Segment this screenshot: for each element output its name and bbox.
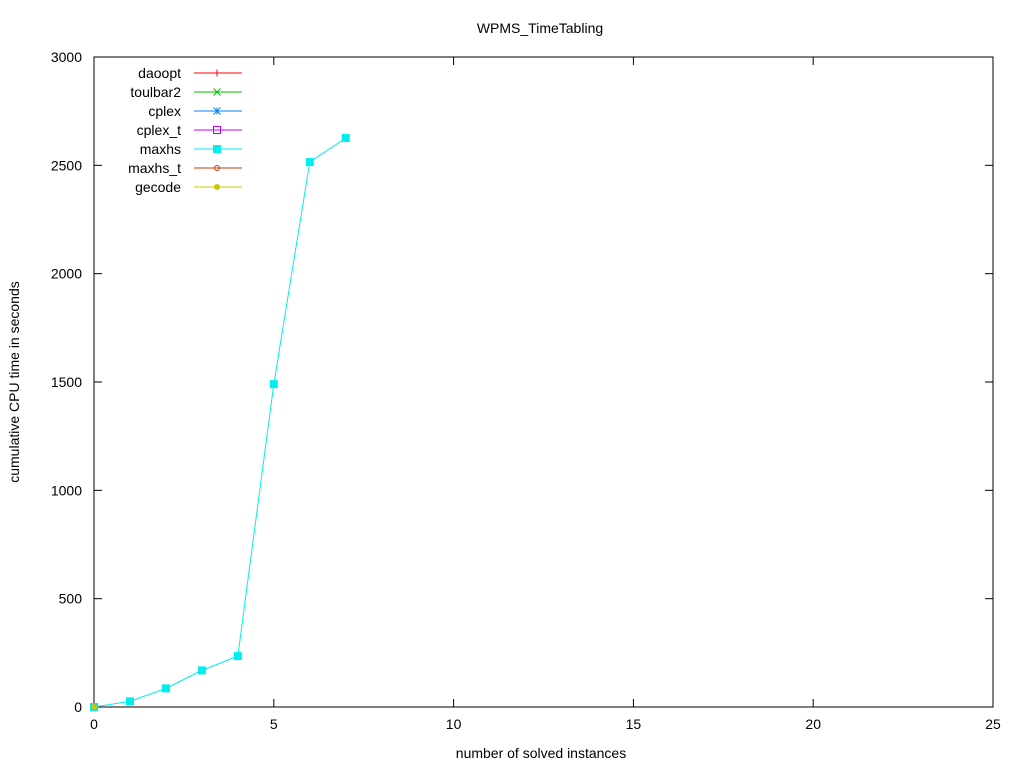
x-tick-label: 15	[626, 716, 642, 732]
chart-title: WPMS_TimeTabling	[477, 20, 603, 36]
legend-label-cplex_t: cplex_t	[137, 122, 181, 138]
legend-label-cplex: cplex	[148, 103, 181, 119]
y-axis-label: cumulative CPU time in seconds	[6, 281, 22, 483]
legend-marker-maxhs_t	[214, 165, 220, 171]
x-tick-label: 20	[805, 716, 821, 732]
y-tick-label: 500	[59, 591, 83, 607]
data-point-maxhs	[233, 652, 242, 661]
legend-marker-cplex_t	[213, 126, 221, 134]
data-point-maxhs	[197, 666, 206, 675]
y-tick-label: 3000	[51, 49, 82, 65]
legend-label-daoopt: daoopt	[138, 65, 181, 81]
legend-marker-gecode	[214, 184, 220, 190]
series-maxhs	[90, 134, 350, 711]
legend-label-maxhs: maxhs	[140, 141, 181, 157]
legend-marker-maxhs	[213, 145, 221, 153]
legend-label-maxhs_t: maxhs_t	[128, 160, 181, 176]
legend-label-toulbar2: toulbar2	[130, 84, 181, 100]
legend-marker-cplex	[213, 107, 221, 115]
y-tick-label: 0	[74, 699, 82, 715]
data-point-maxhs	[161, 684, 170, 693]
x-tick-label: 5	[270, 716, 278, 732]
y-tick-label: 1000	[51, 482, 82, 498]
data-point-maxhs	[305, 158, 314, 167]
data-point-gecode	[91, 704, 97, 710]
y-tick-label: 2500	[51, 157, 82, 173]
legend-label-gecode: gecode	[135, 179, 181, 195]
data-point-maxhs	[269, 380, 278, 389]
y-tick-label: 1500	[51, 374, 82, 390]
x-tick-label: 0	[90, 716, 98, 732]
x-axis-label: number of solved instances	[456, 745, 626, 761]
legend-marker-toulbar2	[213, 88, 221, 96]
legend-marker-daoopt	[213, 69, 221, 77]
x-tick-label: 10	[446, 716, 462, 732]
data-point-maxhs	[341, 134, 350, 143]
x-tick-label: 25	[985, 716, 1001, 732]
y-tick-label: 2000	[51, 266, 82, 282]
data-point-maxhs	[125, 697, 134, 706]
series-line-maxhs	[93, 137, 346, 708]
series-gecode	[91, 704, 97, 710]
plot-frame	[93, 56, 994, 708]
